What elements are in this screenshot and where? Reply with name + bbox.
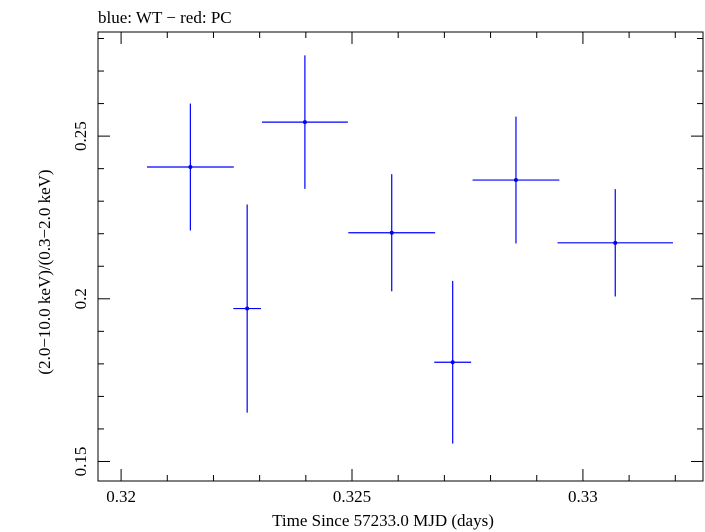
x-axis-label: Time Since 57233.0 MJD (days) xyxy=(272,511,494,530)
x-tick-label: 0.325 xyxy=(333,487,371,506)
data-layer xyxy=(146,55,673,444)
data-point xyxy=(302,120,307,125)
plot-frame xyxy=(97,31,704,482)
data-point xyxy=(188,165,193,170)
chart-title: blue: WT − red: PC xyxy=(98,8,232,27)
data-point xyxy=(613,240,618,245)
x-tick-label: 0.33 xyxy=(568,487,598,506)
data-point xyxy=(389,230,394,235)
data-point xyxy=(245,306,250,311)
y-tick-label: 0.15 xyxy=(71,447,90,477)
y-tick-label: 0.25 xyxy=(71,121,90,151)
x-tick-label: 0.32 xyxy=(106,487,136,506)
y-axis-label: (2.0−10.0 keV)/(0.3−2.0 keV) xyxy=(35,169,54,374)
axes: 0.32 0.325 0.33 0.15 0.2 0.25 xyxy=(71,31,704,506)
data-point xyxy=(450,360,455,365)
y-tick-label: 0.2 xyxy=(71,288,90,309)
data-point xyxy=(513,178,518,183)
